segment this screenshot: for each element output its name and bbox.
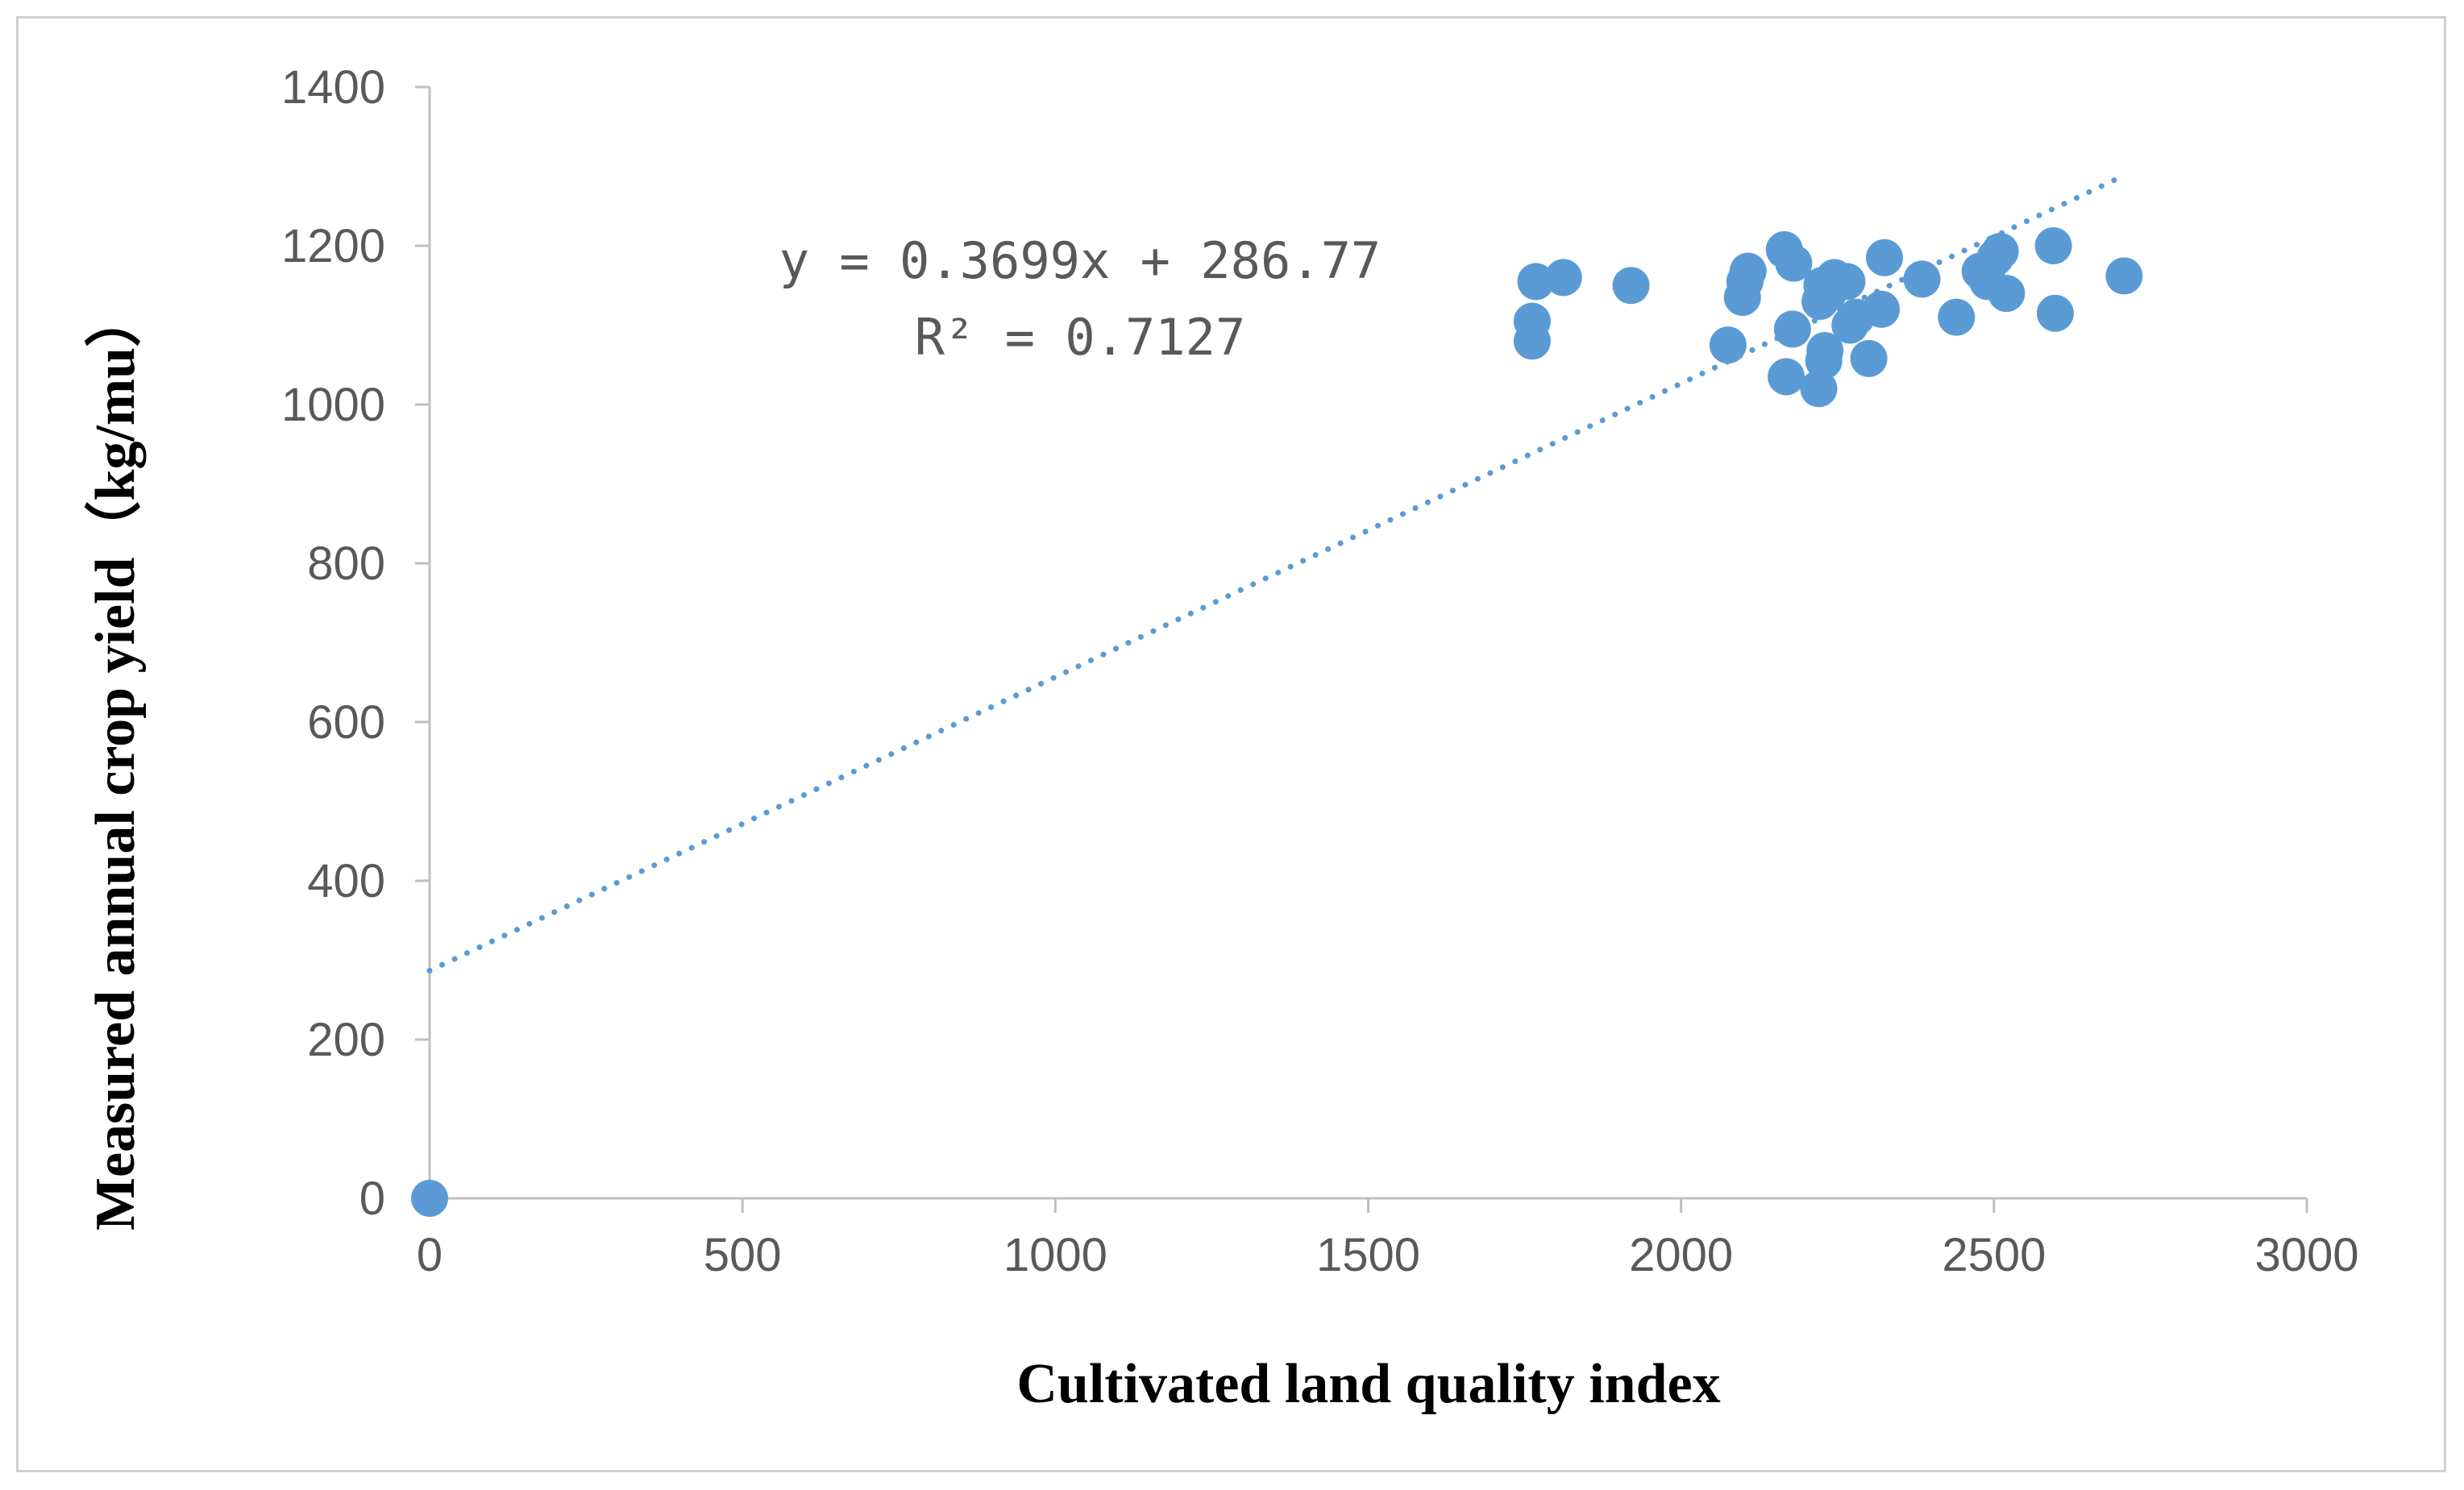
data-point bbox=[2105, 257, 2143, 295]
data-point bbox=[1850, 339, 1888, 377]
trendline-layer bbox=[426, 172, 2129, 974]
x-tick-label: 3000 bbox=[2254, 1229, 2358, 1281]
data-point bbox=[1517, 263, 1555, 301]
data-point bbox=[1513, 302, 1551, 340]
y-tick-label: 400 bbox=[307, 855, 385, 907]
y-axis-title: Measured annual crop yield（kg/mu） bbox=[84, 291, 147, 1231]
data-point bbox=[1612, 267, 1650, 305]
data-point bbox=[411, 1180, 448, 1217]
x-tick-label: 500 bbox=[704, 1229, 782, 1281]
data-point bbox=[1768, 358, 1805, 396]
data-points bbox=[411, 227, 2143, 1217]
data-point bbox=[1775, 244, 1813, 282]
y-tick-label: 1200 bbox=[281, 220, 385, 272]
data-point bbox=[1938, 298, 1976, 336]
data-point bbox=[1863, 290, 1901, 328]
x-tick-label: 1500 bbox=[1316, 1229, 1420, 1281]
y-tick-label: 600 bbox=[307, 696, 385, 749]
data-point bbox=[1800, 370, 1838, 408]
y-tick-label: 1400 bbox=[281, 61, 385, 114]
data-point bbox=[1988, 275, 2026, 313]
x-tick-label: 2500 bbox=[1942, 1229, 2046, 1281]
x-tick-label: 2000 bbox=[1629, 1229, 1733, 1281]
data-point bbox=[1544, 259, 1582, 297]
data-point bbox=[1773, 310, 1811, 348]
data-point bbox=[1806, 332, 1844, 370]
y-tick-label: 1000 bbox=[281, 379, 385, 431]
y-tick-label: 800 bbox=[307, 537, 385, 590]
x-tick-label: 1000 bbox=[1003, 1229, 1107, 1281]
trendline-r2: R² = 0.7127 bbox=[915, 308, 1246, 367]
data-point bbox=[1981, 232, 2019, 270]
axes: 0 500 1000 1500 2000 2500 3000 0 200 400 600 800 100… bbox=[281, 61, 2359, 1281]
data-point bbox=[1709, 326, 1747, 364]
data-point bbox=[1828, 263, 1866, 301]
x-tick-label: 0 bbox=[417, 1229, 443, 1281]
trendline bbox=[426, 172, 2129, 974]
data-point bbox=[2034, 227, 2072, 264]
x-axis-title: Cultivated land quality index bbox=[1016, 1353, 1720, 1415]
data-point bbox=[1903, 260, 1941, 298]
y-tick-label: 200 bbox=[307, 1014, 385, 1066]
data-point bbox=[2036, 294, 2074, 332]
labels-layer: y = 0.3699x + 286.77 R² = 0.7127 Cultiva… bbox=[84, 231, 1721, 1415]
y-tick-label: 0 bbox=[359, 1172, 385, 1225]
trendline-equation: y = 0.3699x + 286.77 bbox=[779, 231, 1382, 290]
data-point bbox=[1865, 239, 1903, 276]
data-point bbox=[1729, 252, 1767, 290]
